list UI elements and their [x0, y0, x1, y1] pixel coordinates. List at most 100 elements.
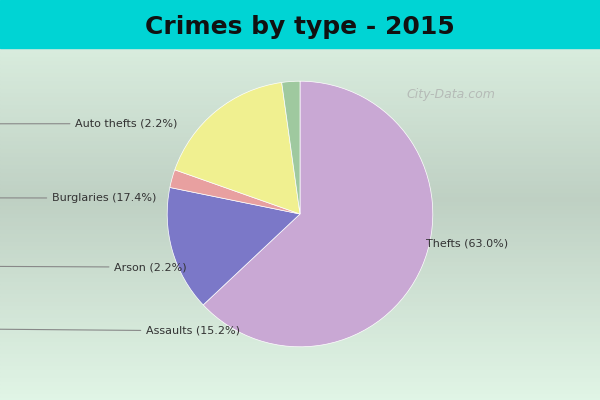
Bar	[0, 0, 600, 48]
Bar	[0, 392, 600, 396]
Bar	[0, 144, 600, 148]
Bar	[0, 28, 600, 32]
Bar	[0, 188, 600, 192]
Bar	[0, 168, 600, 172]
Bar	[0, 360, 600, 364]
Bar	[0, 356, 600, 360]
Bar	[0, 36, 600, 40]
Bar	[0, 16, 600, 20]
Bar	[0, 116, 600, 120]
Bar	[0, 196, 600, 200]
Bar	[0, 304, 600, 308]
Bar	[0, 332, 600, 336]
Bar	[0, 216, 600, 220]
Bar	[0, 68, 600, 72]
Wedge shape	[203, 81, 433, 347]
Bar	[0, 244, 600, 248]
Bar	[0, 308, 600, 312]
Bar	[0, 372, 600, 376]
Bar	[0, 220, 600, 224]
Bar	[0, 204, 600, 208]
Bar	[0, 364, 600, 368]
Bar	[0, 396, 600, 400]
Bar	[0, 148, 600, 152]
Bar	[0, 388, 600, 392]
Bar	[0, 108, 600, 112]
Bar	[0, 312, 600, 316]
Bar	[0, 316, 600, 320]
Text: Thefts (63.0%): Thefts (63.0%)	[426, 238, 508, 248]
Bar	[0, 300, 600, 304]
Bar	[0, 344, 600, 348]
Bar	[0, 224, 600, 228]
Bar	[0, 328, 600, 332]
Bar	[0, 128, 600, 132]
Bar	[0, 136, 600, 140]
Bar	[0, 208, 600, 212]
Bar	[0, 132, 600, 136]
Bar	[0, 240, 600, 244]
Bar	[0, 380, 600, 384]
Bar	[0, 8, 600, 12]
Bar	[0, 384, 600, 388]
Bar	[0, 92, 600, 96]
Wedge shape	[170, 170, 300, 214]
Bar	[0, 4, 600, 8]
Bar	[0, 164, 600, 168]
Bar	[0, 296, 600, 300]
Wedge shape	[167, 188, 300, 305]
Text: Burglaries (17.4%): Burglaries (17.4%)	[0, 148, 157, 203]
Bar	[0, 340, 600, 344]
Bar	[0, 248, 600, 252]
Bar	[0, 56, 600, 60]
Bar	[0, 256, 600, 260]
Bar	[0, 64, 600, 68]
Bar	[0, 40, 600, 44]
Bar	[0, 104, 600, 108]
Bar	[0, 320, 600, 324]
Bar	[0, 184, 600, 188]
Text: Assaults (15.2%): Assaults (15.2%)	[0, 148, 240, 336]
Bar	[0, 124, 600, 128]
Bar	[0, 156, 600, 160]
Bar	[0, 368, 600, 372]
Text: City-Data.com: City-Data.com	[406, 88, 495, 101]
Bar	[0, 172, 600, 176]
Bar	[0, 12, 600, 16]
Bar	[0, 140, 600, 144]
Bar	[0, 96, 600, 100]
Bar	[0, 232, 600, 236]
Bar	[0, 268, 600, 272]
Bar	[0, 376, 600, 380]
Bar	[0, 272, 600, 276]
Bar	[0, 32, 600, 36]
Bar	[0, 76, 600, 80]
Bar	[0, 228, 600, 232]
Bar	[0, 120, 600, 124]
Bar	[0, 0, 600, 4]
Bar	[0, 252, 600, 256]
Bar	[0, 292, 600, 296]
Bar	[0, 180, 600, 184]
Bar	[0, 152, 600, 156]
Bar	[0, 288, 600, 292]
Bar	[0, 44, 600, 48]
Bar	[0, 160, 600, 164]
Text: Auto thefts (2.2%): Auto thefts (2.2%)	[0, 119, 178, 148]
Bar	[0, 264, 600, 268]
Bar	[0, 236, 600, 240]
Wedge shape	[175, 82, 300, 214]
Bar	[0, 88, 600, 92]
Bar	[0, 260, 600, 264]
Wedge shape	[282, 81, 300, 214]
Bar	[0, 176, 600, 180]
Bar	[0, 336, 600, 340]
Bar	[0, 348, 600, 352]
Bar	[0, 324, 600, 328]
Bar	[0, 100, 600, 104]
Bar	[0, 200, 600, 204]
Bar	[0, 192, 600, 196]
Bar	[0, 72, 600, 76]
Bar	[0, 276, 600, 280]
Bar	[0, 20, 600, 24]
